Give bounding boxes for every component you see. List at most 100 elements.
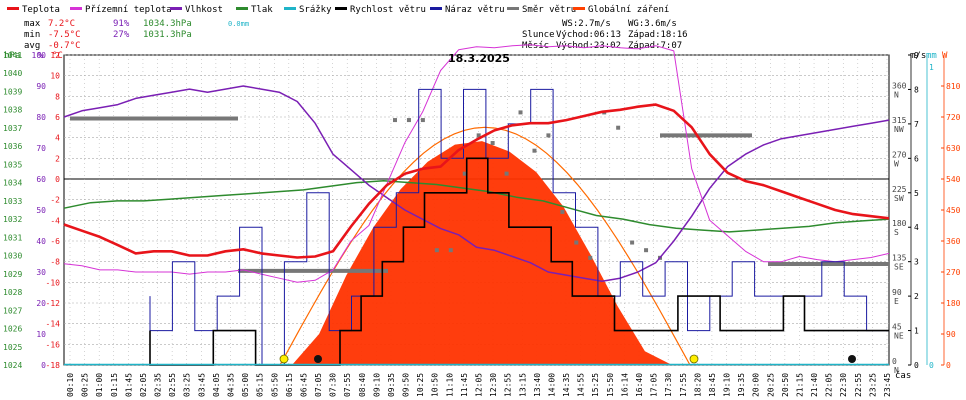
- x-tick-label: 06:45: [299, 373, 308, 397]
- tick-label-rain: 0: [929, 361, 934, 370]
- x-tick-label: 16:40: [635, 373, 644, 397]
- legend-swatch: [170, 7, 182, 10]
- axis-title-time: čas: [895, 370, 911, 381]
- tick-label-direction: 360: [892, 81, 907, 90]
- tick-label-pressure: 1028: [3, 288, 22, 297]
- direction-series: [70, 110, 889, 273]
- tick-label-temp: 6: [55, 113, 60, 122]
- legend-label: Rychlost větru: [350, 5, 426, 15]
- tick-label-wind: 2: [914, 292, 919, 301]
- tick-label-pressure: 1032: [3, 215, 22, 224]
- tick-label-radiation: 90: [946, 330, 956, 339]
- stats-min-press: 1031.3hPa: [143, 30, 192, 40]
- humidity-line: [63, 85, 890, 283]
- x-tick-label: 22:05: [825, 373, 834, 397]
- tick-label-temp: 8: [55, 92, 60, 101]
- x-tick-label: 20:00: [752, 373, 761, 397]
- stats-min-label: min: [24, 30, 40, 40]
- x-tick-label: 19:10: [723, 373, 732, 397]
- tick-label-direction-name: N: [894, 366, 899, 375]
- x-tick-label: 12:30: [489, 373, 498, 397]
- x-tick-label: 00:10: [66, 373, 75, 397]
- axis-title-w: W: [942, 51, 948, 61]
- direction-point: [504, 171, 509, 176]
- stats-rain: 0.0mm: [228, 20, 249, 28]
- x-tick-label: 04:35: [226, 373, 235, 397]
- tick-label-temp: 0: [55, 175, 60, 184]
- wind-gust-line: [149, 88, 889, 366]
- tick-label-pressure: 1024: [3, 361, 22, 370]
- temperature-line: [63, 103, 890, 259]
- tick-label-direction-name: S: [894, 228, 899, 237]
- chart-title: 18.3.2025: [448, 52, 510, 65]
- x-tick-label: 03:25: [183, 373, 192, 397]
- legend-swatch: [335, 7, 347, 10]
- x-tick-label: 09:35: [387, 373, 396, 397]
- tick-label-temp: -8: [50, 258, 60, 267]
- x-tick-label: 08:40: [358, 373, 367, 397]
- axis-title-mm: mm: [926, 51, 937, 61]
- x-tick-label: 17:05: [650, 373, 659, 397]
- tick-label-humidity: 20: [36, 299, 46, 308]
- direction-point: [420, 118, 425, 123]
- tick-label-direction-name: E: [894, 297, 899, 306]
- stats-max-hum: 91%: [113, 19, 130, 29]
- x-tick-label: 01:00: [95, 373, 104, 397]
- wind-ws: WS:2.7m/s: [562, 19, 611, 29]
- x-tick-label: 16:14: [620, 373, 629, 397]
- x-tick-label: 11:45: [460, 373, 469, 397]
- tick-label-direction-name: NW: [894, 125, 904, 134]
- legend-swatch: [284, 7, 296, 10]
- tick-label-pressure: 1025: [3, 343, 22, 352]
- moonset-marker: [314, 355, 322, 363]
- stats-avg-label: avg: [24, 41, 40, 51]
- tick-label-pressure: 1026: [3, 325, 22, 334]
- legend-label: Teplota: [22, 5, 60, 15]
- direction-point: [532, 148, 537, 153]
- tick-label-direction: 270: [892, 150, 907, 159]
- x-tick-label: 03:45: [197, 373, 206, 397]
- x-tick-label: 02:55: [168, 373, 177, 397]
- moon-rise: Východ:23:02: [556, 41, 621, 51]
- tick-label-direction: 180: [892, 219, 907, 228]
- tick-label-wind: 1: [914, 327, 919, 336]
- tick-label-humidity: 50: [36, 206, 46, 215]
- tick-label-humidity: 100: [32, 51, 47, 60]
- tick-label-radiation: 0: [946, 361, 951, 370]
- direction-point: [616, 125, 621, 130]
- x-tick-label: 02:05: [139, 373, 148, 397]
- x-tick-label: 05:15: [256, 373, 265, 397]
- legend-swatch: [573, 7, 585, 10]
- axis-title-ms: m/s: [910, 51, 926, 61]
- left-axes: -18 -16 -14 -12 -10 -8 -6 -4 -2 0 2 4 6 8 10 12 0 10 20 30 4…: [3, 51, 60, 370]
- stats-avg-temp: -0.7°C: [48, 41, 81, 51]
- tick-label-rain: 1: [929, 63, 934, 72]
- x-tick-label: 22:30: [839, 373, 848, 397]
- tick-label-radiation: 540: [946, 175, 961, 184]
- x-tick-label: 21:40: [810, 373, 819, 397]
- x-tick-label: 04:05: [212, 373, 221, 397]
- x-axis-ticks: 00:10 00:25 01:00 01:15 01:45 02:05 02:35 02:55…: [66, 373, 892, 397]
- legend-label: Náraz větru: [445, 5, 505, 15]
- tick-label-direction-name: NE: [894, 332, 904, 341]
- tick-label-temp: -10: [46, 278, 61, 287]
- x-tick-label: 12:55: [504, 373, 513, 397]
- x-tick-label: 19:35: [737, 373, 746, 397]
- tick-label-humidity: 90: [36, 82, 46, 91]
- axis-title-hpa: hPa: [4, 51, 20, 61]
- tick-label-pressure: 1034: [3, 179, 22, 188]
- line-series: [63, 44, 890, 366]
- radiation-series: [279, 126, 691, 366]
- axis-title-deg: °C: [52, 51, 63, 61]
- tick-label-radiation: 720: [946, 113, 961, 122]
- tick-label-pressure: 1031: [3, 233, 22, 242]
- tick-label-temp: -12: [46, 299, 61, 308]
- x-tick-label: 15:25: [591, 373, 600, 397]
- tick-label-humidity: 70: [36, 144, 46, 153]
- x-tick-label: 00:25: [81, 373, 90, 397]
- tick-label-pressure: 1033: [3, 197, 22, 206]
- tick-label-direction: 45: [892, 323, 902, 332]
- tick-label-pressure: 1030: [3, 252, 22, 261]
- pressure-line: [63, 180, 890, 233]
- direction-point: [476, 133, 481, 138]
